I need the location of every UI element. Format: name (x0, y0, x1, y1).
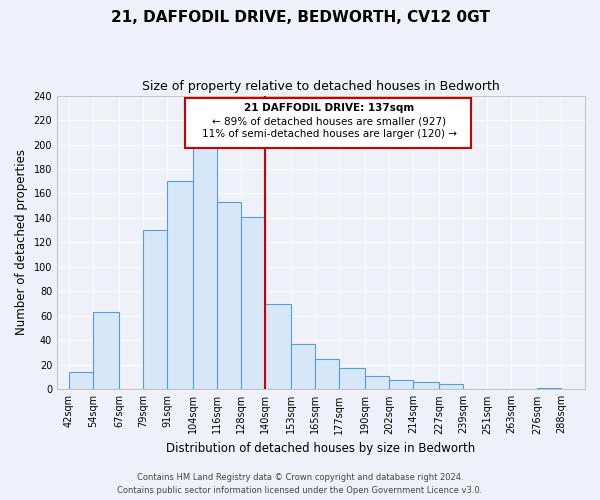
Bar (167, 181, 193, 390)
Title: Size of property relative to detached houses in Bedworth: Size of property relative to detached ho… (142, 80, 500, 93)
Bar (241, 216, 265, 390)
Text: 21 DAFFODIL DRIVE: 137sqm: 21 DAFFODIL DRIVE: 137sqm (244, 103, 414, 113)
Bar (439, 384, 463, 390)
Bar (69, 372, 93, 390)
Text: Contains HM Land Registry data © Crown copyright and database right 2024.
Contai: Contains HM Land Registry data © Crown c… (118, 474, 482, 495)
X-axis label: Distribution of detached houses by size in Bedworth: Distribution of detached houses by size … (166, 442, 476, 455)
Bar (217, 202, 241, 390)
Bar (315, 358, 339, 390)
Bar (193, 144, 217, 390)
Text: 21, DAFFODIL DRIVE, BEDWORTH, CV12 0GT: 21, DAFFODIL DRIVE, BEDWORTH, CV12 0GT (110, 10, 490, 25)
Bar (265, 304, 291, 390)
Text: ← 89% of detached houses are smaller (927): ← 89% of detached houses are smaller (92… (212, 116, 446, 126)
Bar (339, 368, 365, 390)
Bar (93, 312, 119, 390)
Bar (143, 230, 167, 390)
Bar (413, 382, 439, 390)
Bar (291, 344, 315, 390)
Y-axis label: Number of detached properties: Number of detached properties (15, 150, 28, 336)
Bar (389, 380, 413, 390)
Bar (365, 376, 389, 390)
FancyBboxPatch shape (185, 98, 471, 148)
Bar (537, 388, 561, 390)
Text: 11% of semi-detached houses are larger (120) →: 11% of semi-detached houses are larger (… (202, 130, 457, 140)
